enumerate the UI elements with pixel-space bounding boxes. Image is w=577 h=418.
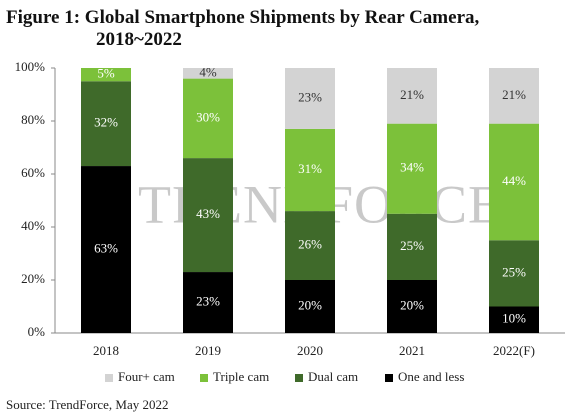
- data-label: 23%: [196, 294, 220, 309]
- data-label: 23%: [298, 89, 322, 104]
- data-label: 25%: [400, 238, 424, 253]
- x-tick-label: 2018: [93, 343, 119, 358]
- data-label: 63%: [94, 241, 118, 256]
- data-label: 25%: [502, 264, 526, 279]
- data-label: 26%: [298, 237, 322, 252]
- bar-segment: [183, 272, 233, 333]
- data-label: 10%: [502, 311, 526, 326]
- y-tick-label: 40%: [21, 218, 45, 233]
- legend-swatch: [385, 374, 393, 382]
- bar-segment: [183, 78, 233, 159]
- bar-segment: [81, 81, 131, 167]
- y-tick-label: 20%: [21, 271, 45, 286]
- bar-segment: [489, 123, 539, 241]
- data-label: 43%: [196, 206, 220, 221]
- y-tick-label: 0%: [28, 324, 46, 339]
- chart-title: Figure 1: Global Smartphone Shipments by…: [6, 7, 479, 28]
- legend-label: Dual cam: [308, 369, 358, 384]
- source: Source: TrendForce, May 2022: [6, 397, 169, 412]
- x-tick-label: 2020: [297, 343, 323, 358]
- bar-segment: [81, 166, 131, 333]
- data-label: 32%: [94, 115, 118, 130]
- legend-swatch: [105, 374, 113, 382]
- bar-segment: [489, 306, 539, 333]
- bar-segment: [285, 128, 335, 212]
- y-tick-label: 60%: [21, 165, 45, 180]
- data-label: 21%: [400, 87, 424, 102]
- bar-segment: [387, 213, 437, 280]
- bar-segment: [387, 123, 437, 214]
- y-tick-label: 100%: [15, 59, 46, 74]
- data-label: 5%: [97, 66, 115, 81]
- chart-title: 2018~2022: [96, 29, 182, 50]
- data-label: 21%: [502, 87, 526, 102]
- y-tick-label: 80%: [21, 112, 45, 127]
- legend-label: Four+ cam: [118, 369, 175, 384]
- bar-segment: [183, 68, 233, 79]
- bar-segment: [489, 240, 539, 307]
- bar-segment: [183, 158, 233, 273]
- data-label: 31%: [298, 161, 322, 176]
- bar-segment: [285, 68, 335, 129]
- data-label: 34%: [400, 160, 424, 175]
- legend-label: Triple cam: [213, 369, 269, 384]
- x-tick-label: 2022(F): [493, 343, 535, 358]
- legend-swatch: [200, 374, 208, 382]
- x-tick-label: 2021: [399, 343, 425, 358]
- bar-segment: [489, 68, 539, 124]
- data-label: 44%: [502, 173, 526, 188]
- bar-segment: [387, 68, 437, 124]
- legend-swatch: [295, 374, 303, 382]
- bar-segment: [81, 68, 131, 82]
- bar-segment: [285, 280, 335, 333]
- bar-segment: [285, 211, 335, 280]
- data-label: 20%: [298, 297, 322, 312]
- bar-segment: [387, 280, 437, 333]
- data-label: 4%: [199, 64, 217, 79]
- data-label: 30%: [196, 109, 220, 124]
- x-tick-label: 2019: [195, 343, 221, 358]
- legend-label: One and less: [398, 369, 464, 384]
- data-label: 20%: [400, 297, 424, 312]
